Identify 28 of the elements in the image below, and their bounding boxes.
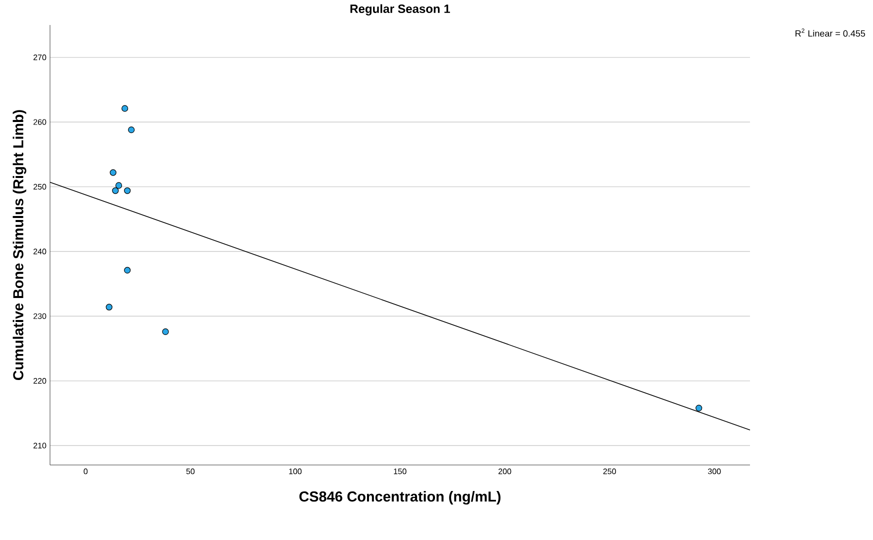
y-tick-label: 270 (34, 54, 46, 60)
x-tick-label: 50 (186, 468, 195, 474)
point (124, 187, 131, 194)
text: R$^{2}$ Linear = 0.455 (796, 28, 866, 37)
chart-title: Regular Season 1 (350, 4, 450, 16)
point (128, 126, 135, 134)
point (162, 328, 169, 335)
x-tick-label: 100 (289, 468, 302, 474)
x-tick-label: 300 (708, 468, 721, 474)
point (115, 182, 122, 189)
y-tick-label: 210 (34, 442, 46, 448)
point (110, 169, 116, 176)
point (696, 404, 702, 412)
point (124, 266, 131, 274)
y-tick-label: 230 (34, 313, 46, 319)
y-axis-title: Cumulative Bone Stimulus (Right Limb) (12, 110, 26, 380)
point (122, 105, 128, 112)
x-tick-label: 200 (498, 468, 512, 474)
y-tick-label: 220 (34, 378, 46, 384)
x-tick-label: 0 (84, 468, 88, 474)
y-tick-label: 250 (34, 184, 46, 190)
point (106, 304, 112, 310)
y-tick-label: 260 (34, 119, 46, 125)
x-tick-label: 150 (394, 468, 406, 474)
point (112, 187, 119, 194)
y-tick-label: 240 (34, 248, 46, 254)
x-tick-label: 250 (603, 468, 616, 474)
x-axis-title: CS846 Concentration (ng/mL) (299, 491, 500, 505)
